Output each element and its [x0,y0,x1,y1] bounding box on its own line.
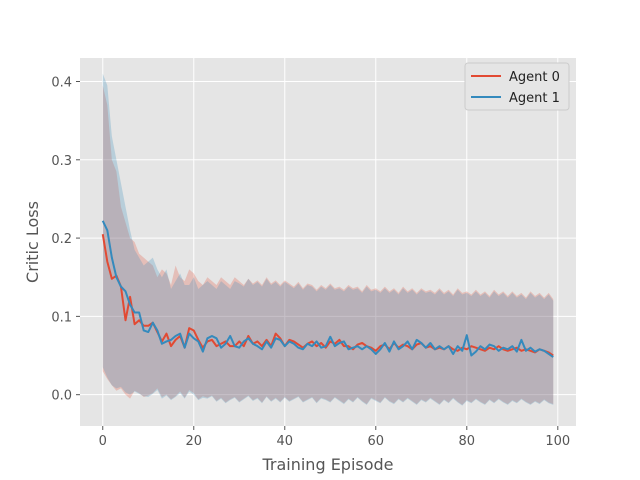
series-lines [101,220,554,358]
legend-label-agent-0: Agent 0 [509,70,560,85]
band-agent-0 [102,85,554,405]
y-tick-label: 0.2 [51,232,72,247]
x-tick-label: 0 [99,434,107,449]
legend-box [464,62,570,111]
band-agent-1 [102,73,554,406]
x-tick-label: 100 [545,434,570,449]
confidence-bands [102,73,554,406]
y-axis-label: Critic Loss [23,201,42,283]
x-tick-label: 80 [459,434,476,449]
x-axis-ticks: 0 20 40 60 80 100 [99,426,570,449]
line-agent-1 [101,220,554,358]
legend-label-agent-1: Agent 1 [509,91,560,106]
y-tick-label: 0.0 [51,389,72,404]
y-tick-label: 0.4 [51,75,72,90]
legend: Agent 0 Agent 1 [464,62,570,111]
x-axis-label: Training Episode [261,455,393,474]
plot-background [80,58,576,426]
x-tick-label: 60 [368,434,385,449]
y-axis-ticks: 0.0 0.1 0.2 0.3 0.4 [51,75,80,404]
x-tick-label: 40 [276,434,293,449]
y-tick-label: 0.1 [51,310,72,325]
x-tick-label: 20 [185,434,202,449]
y-tick-label: 0.3 [51,154,72,169]
